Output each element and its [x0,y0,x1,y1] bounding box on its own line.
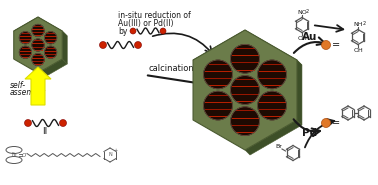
Circle shape [258,91,287,120]
Circle shape [59,120,67,127]
Text: $\it{O}$: $\it{O}$ [21,151,27,159]
Circle shape [160,28,166,34]
Circle shape [231,76,259,104]
Circle shape [322,41,330,50]
Text: =: = [332,40,340,50]
Text: assembly: assembly [10,88,46,97]
Text: Pd: Pd [302,128,318,138]
Text: +: + [114,149,118,154]
Text: by: by [118,26,127,36]
Circle shape [25,120,31,127]
Circle shape [322,119,330,127]
Circle shape [32,24,44,37]
Text: OH: OH [297,36,307,41]
Text: NO: NO [297,9,307,14]
Polygon shape [245,120,302,155]
Circle shape [204,60,232,89]
Circle shape [32,39,44,51]
Circle shape [130,28,136,34]
Text: calcination: calcination [148,63,194,73]
Text: NH: NH [353,21,363,26]
Circle shape [258,60,287,89]
Polygon shape [14,17,62,73]
Circle shape [19,46,31,58]
Text: Au(III) or Pd(II): Au(III) or Pd(II) [118,18,174,28]
Text: Br: Br [276,144,282,149]
Polygon shape [38,59,67,78]
Polygon shape [14,17,43,36]
Polygon shape [193,30,250,65]
Polygon shape [245,30,302,65]
Text: N: N [108,152,112,157]
Text: Au: Au [302,32,318,42]
Text: Fe: Fe [11,152,17,157]
Polygon shape [193,30,297,150]
Text: self-: self- [10,80,26,90]
Text: OH: OH [353,48,363,53]
Circle shape [99,41,107,48]
Polygon shape [25,67,51,105]
Text: II: II [42,127,48,135]
Circle shape [204,91,232,120]
Polygon shape [38,17,67,36]
Circle shape [45,32,57,44]
Circle shape [19,32,31,44]
Text: =: = [332,118,340,128]
Polygon shape [62,31,67,64]
Circle shape [231,107,259,136]
Circle shape [135,41,141,48]
Circle shape [32,53,44,66]
Circle shape [45,46,57,58]
Text: in-situ reduction of: in-situ reduction of [118,11,191,19]
Text: 2: 2 [305,9,308,14]
Text: 2: 2 [363,21,366,26]
Polygon shape [297,60,302,125]
Circle shape [231,44,259,73]
